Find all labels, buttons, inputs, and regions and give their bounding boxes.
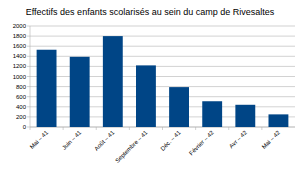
y-tick [27, 106, 30, 107]
x-tick-label: Février – 42 [188, 129, 215, 156]
x-tick [129, 127, 130, 130]
y-tick-label: 2000 [13, 23, 27, 29]
x-tick-label: Juin – 41 [61, 129, 83, 151]
y-tick-label: 1600 [13, 43, 27, 49]
chart-container: Effectifs des enfants scolarisés au sein… [0, 0, 300, 171]
bar [269, 114, 289, 127]
grid-line [30, 36, 295, 37]
y-tick [27, 116, 30, 117]
x-tick [63, 127, 64, 130]
bar [202, 101, 222, 127]
y-tick-label: 800 [16, 84, 27, 90]
y-tick [27, 46, 30, 47]
y-tick-label: 1200 [13, 63, 27, 69]
x-tick [261, 127, 262, 130]
bar [169, 87, 189, 127]
y-tick [27, 96, 30, 97]
x-tick-label: Août – 41 [93, 129, 116, 152]
bars [37, 36, 289, 127]
y-axis [30, 26, 31, 127]
x-tick-label: Avr – 42 [228, 129, 248, 149]
x-tick [228, 127, 229, 130]
y-tick [27, 86, 30, 87]
y-tick-label: 1000 [13, 74, 27, 80]
bar [37, 50, 57, 127]
x-tick-label: Septembre – 41 [114, 129, 149, 164]
x-tick-label: Mai – 42 [261, 129, 282, 150]
y-tick [27, 66, 30, 67]
y-tick [27, 56, 30, 57]
y-tick-label: 400 [16, 104, 27, 110]
y-tick-label: 600 [16, 94, 27, 100]
chart: Effectifs des enfants scolarisés au sein… [0, 0, 300, 171]
x-tick [96, 127, 97, 130]
grid-line [30, 56, 295, 57]
grid-line [30, 26, 295, 27]
grid-line [30, 46, 295, 47]
x-tick-label: Déc. – 41 [159, 129, 182, 152]
y-tick [27, 76, 30, 77]
x-tick [162, 127, 163, 130]
background [0, 0, 300, 171]
x-tick [195, 127, 196, 130]
bar [136, 65, 156, 127]
y-tick [27, 127, 30, 128]
bar [70, 57, 90, 127]
title: Effectifs des enfants scolarisés au sein… [26, 7, 275, 17]
y-tick-label: 1400 [13, 53, 27, 59]
x-tick [30, 127, 31, 130]
y-tick [27, 26, 30, 27]
y-tick [27, 36, 30, 37]
y-tick-label: 0 [23, 124, 27, 130]
x-tick-label: Mai – 41 [29, 129, 50, 150]
y-tick-label: 200 [16, 114, 27, 120]
bar [235, 105, 255, 127]
y-tick-label: 1800 [13, 33, 27, 39]
bar [103, 36, 123, 127]
